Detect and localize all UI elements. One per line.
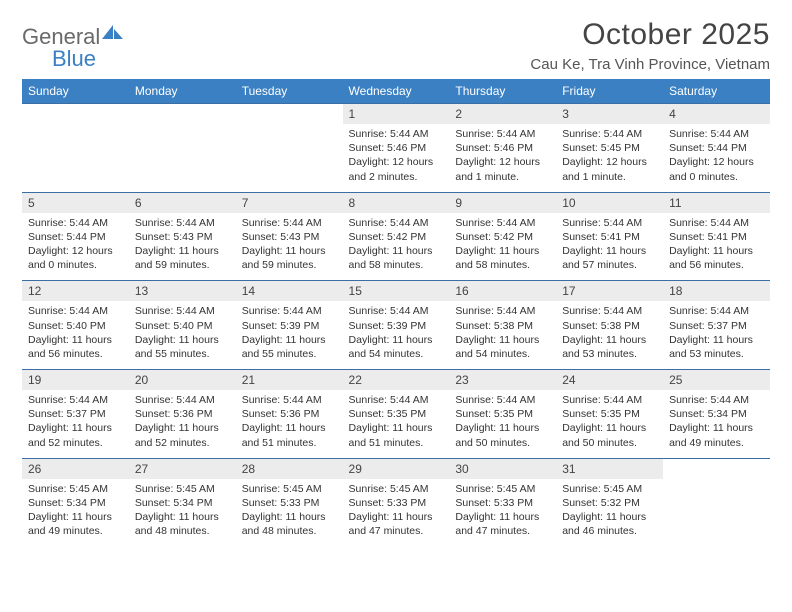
day-content-cell: Sunrise: 5:45 AM Sunset: 5:34 PM Dayligh… xyxy=(22,479,129,547)
day-number-cell: 5 xyxy=(22,192,129,213)
day-content-cell: Sunrise: 5:44 AM Sunset: 5:44 PM Dayligh… xyxy=(663,124,770,192)
day-content-cell: Sunrise: 5:44 AM Sunset: 5:46 PM Dayligh… xyxy=(449,124,556,192)
day-number-cell: 6 xyxy=(129,192,236,213)
weekday-header: Thursday xyxy=(449,79,556,104)
day-content-cell: Sunrise: 5:44 AM Sunset: 5:34 PM Dayligh… xyxy=(663,390,770,458)
day-content-cell: Sunrise: 5:44 AM Sunset: 5:41 PM Dayligh… xyxy=(556,213,663,281)
day-content-cell: Sunrise: 5:44 AM Sunset: 5:36 PM Dayligh… xyxy=(236,390,343,458)
day-number-cell: 1 xyxy=(343,104,450,125)
day-content-row: Sunrise: 5:44 AM Sunset: 5:40 PM Dayligh… xyxy=(22,301,770,369)
day-number-cell: 11 xyxy=(663,192,770,213)
day-number-cell: 20 xyxy=(129,370,236,391)
day-number-cell: 10 xyxy=(556,192,663,213)
day-number-cell: 18 xyxy=(663,281,770,302)
weekday-header: Saturday xyxy=(663,79,770,104)
daynum-row: 12131415161718 xyxy=(22,281,770,302)
day-content-cell xyxy=(129,124,236,192)
weekday-header: Sunday xyxy=(22,79,129,104)
title-block: October 2025 Cau Ke, Tra Vinh Province, … xyxy=(530,18,770,73)
day-number-cell: 25 xyxy=(663,370,770,391)
weekday-header: Tuesday xyxy=(236,79,343,104)
day-number-cell: 30 xyxy=(449,458,556,479)
day-content-cell xyxy=(663,479,770,547)
day-number-cell xyxy=(22,104,129,125)
day-number-cell: 9 xyxy=(449,192,556,213)
weekday-header: Monday xyxy=(129,79,236,104)
daynum-row: 1234 xyxy=(22,104,770,125)
day-number-cell: 8 xyxy=(343,192,450,213)
daynum-row: 19202122232425 xyxy=(22,370,770,391)
day-content-cell xyxy=(22,124,129,192)
day-number-cell: 2 xyxy=(449,104,556,125)
day-number-cell: 19 xyxy=(22,370,129,391)
day-content-cell xyxy=(236,124,343,192)
day-content-cell: Sunrise: 5:44 AM Sunset: 5:38 PM Dayligh… xyxy=(449,301,556,369)
day-content-cell: Sunrise: 5:44 AM Sunset: 5:40 PM Dayligh… xyxy=(129,301,236,369)
day-number-cell: 26 xyxy=(22,458,129,479)
day-content-cell: Sunrise: 5:44 AM Sunset: 5:39 PM Dayligh… xyxy=(236,301,343,369)
day-content-cell: Sunrise: 5:44 AM Sunset: 5:36 PM Dayligh… xyxy=(129,390,236,458)
day-number-cell xyxy=(129,104,236,125)
day-content-cell: Sunrise: 5:44 AM Sunset: 5:42 PM Dayligh… xyxy=(343,213,450,281)
brand-logo: GeneralBlue xyxy=(22,18,125,72)
day-content-row: Sunrise: 5:44 AM Sunset: 5:37 PM Dayligh… xyxy=(22,390,770,458)
day-number-cell: 22 xyxy=(343,370,450,391)
calendar-table: Sunday Monday Tuesday Wednesday Thursday… xyxy=(22,79,770,546)
day-content-cell: Sunrise: 5:44 AM Sunset: 5:37 PM Dayligh… xyxy=(22,390,129,458)
day-content-cell: Sunrise: 5:44 AM Sunset: 5:38 PM Dayligh… xyxy=(556,301,663,369)
day-number-cell: 28 xyxy=(236,458,343,479)
day-content-cell: Sunrise: 5:44 AM Sunset: 5:35 PM Dayligh… xyxy=(449,390,556,458)
weekday-header: Wednesday xyxy=(343,79,450,104)
day-number-cell: 13 xyxy=(129,281,236,302)
day-content-cell: Sunrise: 5:44 AM Sunset: 5:46 PM Dayligh… xyxy=(343,124,450,192)
day-content-cell: Sunrise: 5:45 AM Sunset: 5:34 PM Dayligh… xyxy=(129,479,236,547)
day-number-cell: 3 xyxy=(556,104,663,125)
day-number-cell: 23 xyxy=(449,370,556,391)
daynum-row: 262728293031 xyxy=(22,458,770,479)
weekday-header-row: Sunday Monday Tuesday Wednesday Thursday… xyxy=(22,79,770,104)
day-content-cell: Sunrise: 5:44 AM Sunset: 5:35 PM Dayligh… xyxy=(343,390,450,458)
month-title: October 2025 xyxy=(530,18,770,52)
day-number-cell: 31 xyxy=(556,458,663,479)
day-number-cell: 29 xyxy=(343,458,450,479)
day-content-cell: Sunrise: 5:44 AM Sunset: 5:35 PM Dayligh… xyxy=(556,390,663,458)
day-content-cell: Sunrise: 5:44 AM Sunset: 5:40 PM Dayligh… xyxy=(22,301,129,369)
day-number-cell: 15 xyxy=(343,281,450,302)
brand-sail-icon xyxy=(101,24,125,42)
day-content-cell: Sunrise: 5:44 AM Sunset: 5:41 PM Dayligh… xyxy=(663,213,770,281)
weekday-header: Friday xyxy=(556,79,663,104)
day-content-cell: Sunrise: 5:44 AM Sunset: 5:42 PM Dayligh… xyxy=(449,213,556,281)
day-content-cell: Sunrise: 5:45 AM Sunset: 5:32 PM Dayligh… xyxy=(556,479,663,547)
header: GeneralBlue October 2025 Cau Ke, Tra Vin… xyxy=(22,18,770,73)
day-number-cell: 12 xyxy=(22,281,129,302)
day-content-cell: Sunrise: 5:45 AM Sunset: 5:33 PM Dayligh… xyxy=(236,479,343,547)
day-number-cell: 17 xyxy=(556,281,663,302)
calendar-body: 1234Sunrise: 5:44 AM Sunset: 5:46 PM Day… xyxy=(22,104,770,547)
day-number-cell: 16 xyxy=(449,281,556,302)
day-number-cell: 24 xyxy=(556,370,663,391)
day-content-cell: Sunrise: 5:44 AM Sunset: 5:44 PM Dayligh… xyxy=(22,213,129,281)
day-content-row: Sunrise: 5:44 AM Sunset: 5:44 PM Dayligh… xyxy=(22,213,770,281)
day-content-cell: Sunrise: 5:45 AM Sunset: 5:33 PM Dayligh… xyxy=(343,479,450,547)
day-number-cell: 7 xyxy=(236,192,343,213)
brand-part2: Blue xyxy=(52,46,125,72)
day-content-row: Sunrise: 5:45 AM Sunset: 5:34 PM Dayligh… xyxy=(22,479,770,547)
day-content-cell: Sunrise: 5:45 AM Sunset: 5:33 PM Dayligh… xyxy=(449,479,556,547)
day-content-row: Sunrise: 5:44 AM Sunset: 5:46 PM Dayligh… xyxy=(22,124,770,192)
location-text: Cau Ke, Tra Vinh Province, Vietnam xyxy=(530,56,770,73)
day-number-cell xyxy=(663,458,770,479)
day-content-cell: Sunrise: 5:44 AM Sunset: 5:39 PM Dayligh… xyxy=(343,301,450,369)
day-number-cell: 14 xyxy=(236,281,343,302)
daynum-row: 567891011 xyxy=(22,192,770,213)
day-content-cell: Sunrise: 5:44 AM Sunset: 5:37 PM Dayligh… xyxy=(663,301,770,369)
day-number-cell: 21 xyxy=(236,370,343,391)
day-content-cell: Sunrise: 5:44 AM Sunset: 5:43 PM Dayligh… xyxy=(129,213,236,281)
day-number-cell xyxy=(236,104,343,125)
day-number-cell: 27 xyxy=(129,458,236,479)
day-content-cell: Sunrise: 5:44 AM Sunset: 5:45 PM Dayligh… xyxy=(556,124,663,192)
day-number-cell: 4 xyxy=(663,104,770,125)
day-content-cell: Sunrise: 5:44 AM Sunset: 5:43 PM Dayligh… xyxy=(236,213,343,281)
